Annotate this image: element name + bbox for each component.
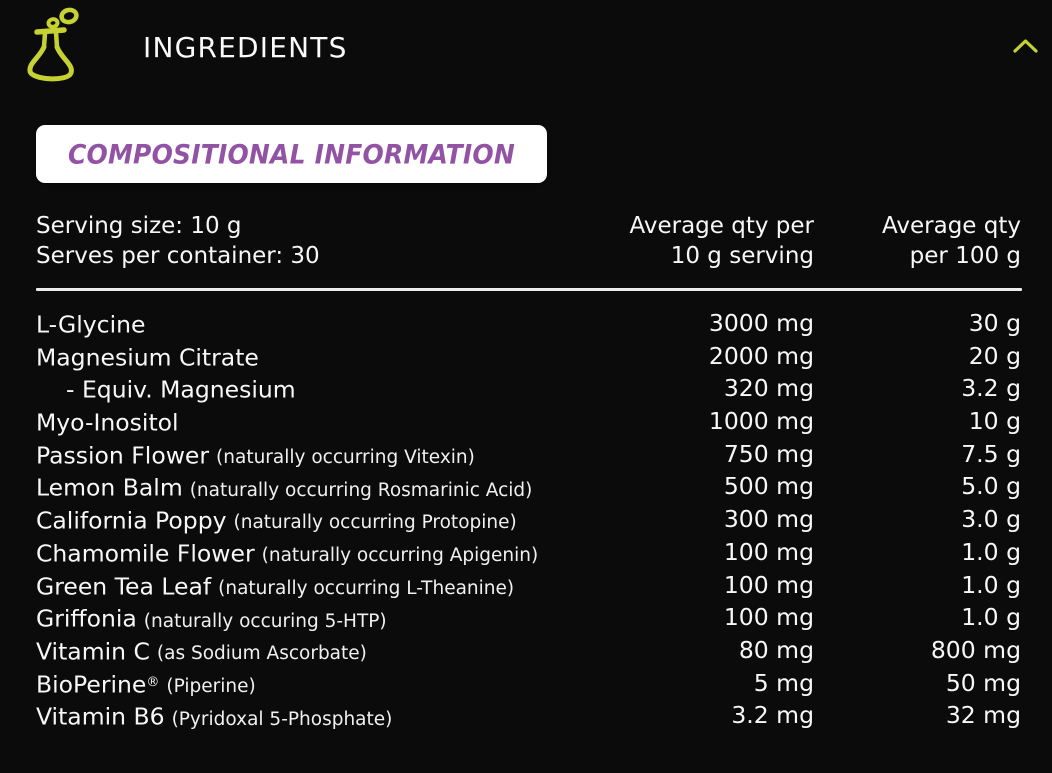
- qty-per-100g: 7.5 g: [961, 439, 1021, 468]
- ingredient-name: Passion Flower: [36, 441, 210, 470]
- ingredient-name: Vitamin B6: [36, 702, 165, 731]
- qty-per-100g: 1.0 g: [961, 570, 1021, 599]
- ingredient-note: (Pyridoxal 5-Phosphate): [171, 708, 393, 730]
- ingredient-name-cell: Myo-Inositol: [36, 405, 574, 442]
- column-header-per-100g: Average qty per 100 g: [882, 213, 1021, 269]
- qty-per-serving: 1000 mg: [708, 407, 814, 436]
- compositional-information-badge: COMPOSITIONAL INFORMATION: [36, 125, 547, 183]
- ingredient-name-cell: Passion Flower (naturally occurring Vitex…: [36, 438, 574, 475]
- qty-per-serving: 750 mg: [723, 439, 814, 468]
- qty-per-100g: 3.0 g: [961, 505, 1021, 534]
- qty-per-serving: 5 mg: [753, 668, 814, 697]
- qty-per-serving: 80 mg: [738, 635, 814, 664]
- table-row: L-Glycine 3000 mg 30 g: [36, 307, 1021, 340]
- ingredient-name-cell: Chamomile Flower (naturally occurring Api…: [36, 536, 574, 573]
- qty-per-100g: 30 g: [968, 309, 1021, 337]
- qty-per-serving: 500 mg: [723, 472, 814, 501]
- ingredient-name-cell: L-Glycine: [36, 307, 574, 344]
- ingredient-note: (naturally occurring Vitexin): [216, 447, 475, 469]
- table-header: Serving size: 10 g Serves per container:…: [36, 211, 1021, 271]
- serves-per-container: Serves per container: 30: [36, 243, 320, 269]
- ingredient-name-cell: California Poppy (naturally occurring Pro…: [36, 503, 574, 540]
- table-row: Griffonia (naturally occuring 5-HTP) 100 …: [36, 601, 1021, 634]
- table-row: Lemon Balm (naturally occurring Rosmarini…: [36, 470, 1021, 503]
- qty-per-100g: 1.0 g: [961, 537, 1021, 566]
- ingredient-name: L-Glycine: [36, 310, 146, 339]
- header-separator-line: [36, 288, 1022, 291]
- ingredient-name: - Equiv. Magnesium: [66, 375, 296, 404]
- table-row: Passion Flower (naturally occurring Vitex…: [36, 438, 1021, 471]
- ingredient-name: Magnesium Citrate: [36, 343, 259, 372]
- ingredient-name: Green Tea Leaf: [36, 571, 212, 600]
- ingredient-note: (as Sodium Ascorbate): [156, 643, 367, 665]
- qty-per-serving: 3.2 mg: [731, 701, 814, 730]
- table-row: Chamomile Flower (naturally occurring Api…: [36, 536, 1021, 569]
- qty-per-serving: 100 mg: [723, 603, 814, 632]
- section-title: INGREDIENTS: [143, 31, 348, 64]
- ingredient-name: California Poppy: [36, 506, 227, 535]
- qty-per-serving: 2000 mg: [708, 341, 814, 370]
- serving-size: Serving size: 10 g: [36, 213, 242, 239]
- flask-icon: [24, 6, 84, 86]
- table-row: Vitamin B6 (Pyridoxal 5-Phosphate) 3.2 mg…: [36, 699, 1021, 732]
- ingredient-name: Griffonia: [36, 604, 137, 633]
- qty-per-100g: 32 mg: [945, 701, 1021, 730]
- qty-per-100g: 800 mg: [930, 635, 1021, 664]
- qty-per-serving: 100 mg: [723, 570, 814, 599]
- table-row: Magnesium Citrate 2000 mg 20 g: [36, 340, 1021, 373]
- ingredient-name: Lemon Balm: [36, 473, 183, 502]
- table-row: Green Tea Leaf (naturally occurring L-The…: [36, 569, 1021, 602]
- ingredient-name: Chamomile Flower: [36, 539, 255, 568]
- ingredient-name-cell: Vitamin C (as Sodium Ascorbate): [36, 634, 574, 671]
- ingredient-note: (naturally occurring L-Theanine): [218, 577, 515, 599]
- serving-info: Serving size: 10 g Serves per container:…: [36, 211, 574, 271]
- ingredient-name: BioPerine: [36, 669, 147, 698]
- ingredient-note: (Piperine): [166, 675, 256, 697]
- qty-per-100g: 20 g: [968, 341, 1021, 370]
- qty-per-100g: 3.2 g: [961, 374, 1021, 403]
- qty-per-serving: 320 mg: [723, 374, 814, 403]
- qty-per-100g: 5.0 g: [961, 472, 1021, 501]
- qty-per-100g: 10 g: [968, 407, 1021, 436]
- table-row: BioPerine® (Piperine) 5 mg 50 mg: [36, 667, 1021, 700]
- qty-per-serving: 300 mg: [723, 505, 814, 534]
- ingredient-name: Vitamin C: [36, 637, 150, 666]
- column-header-per-serving: Average qty per 10 g serving: [629, 213, 814, 269]
- qty-per-serving: 100 mg: [723, 537, 814, 566]
- ingredient-name-cell: Vitamin B6 (Pyridoxal 5-Phosphate): [36, 699, 574, 736]
- table-row: Vitamin C (as Sodium Ascorbate) 80 mg 800…: [36, 634, 1021, 667]
- registered-mark: ®: [146, 674, 160, 690]
- ingredient-note: (naturally occurring Protopine): [233, 512, 517, 534]
- qty-per-100g: 50 mg: [945, 668, 1021, 697]
- ingredient-note: (naturally occuring 5-HTP): [143, 610, 387, 632]
- chevron-up-icon[interactable]: [1010, 34, 1042, 58]
- ingredient-name-cell: Green Tea Leaf (naturally occurring L-The…: [36, 569, 574, 606]
- ingredient-note: (naturally occurring Rosmarinic Acid): [189, 479, 533, 501]
- table-body: L-Glycine 3000 mg 30 g Magnesium Citrate…: [36, 307, 1021, 732]
- ingredient-name-cell: - Equiv. Magnesium: [36, 372, 574, 409]
- table-row: - Equiv. Magnesium 320 mg 3.2 g: [36, 372, 1021, 405]
- qty-per-serving: 3000 mg: [708, 309, 814, 337]
- ingredient-name-cell: BioPerine® (Piperine): [36, 667, 574, 704]
- table-row: Myo-Inositol 1000 mg 10 g: [36, 405, 1021, 438]
- ingredient-name-cell: Griffonia (naturally occuring 5-HTP): [36, 601, 574, 638]
- ingredient-name-cell: Lemon Balm (naturally occurring Rosmarini…: [36, 470, 574, 507]
- badge-label: COMPOSITIONAL INFORMATION: [67, 138, 516, 170]
- ingredient-note: (naturally occurring Apigenin): [261, 545, 539, 567]
- ingredient-name-cell: Magnesium Citrate: [36, 340, 574, 377]
- qty-per-100g: 1.0 g: [961, 603, 1021, 632]
- ingredient-name: Myo-Inositol: [36, 408, 179, 437]
- table-row: California Poppy (naturally occurring Pro…: [36, 503, 1021, 536]
